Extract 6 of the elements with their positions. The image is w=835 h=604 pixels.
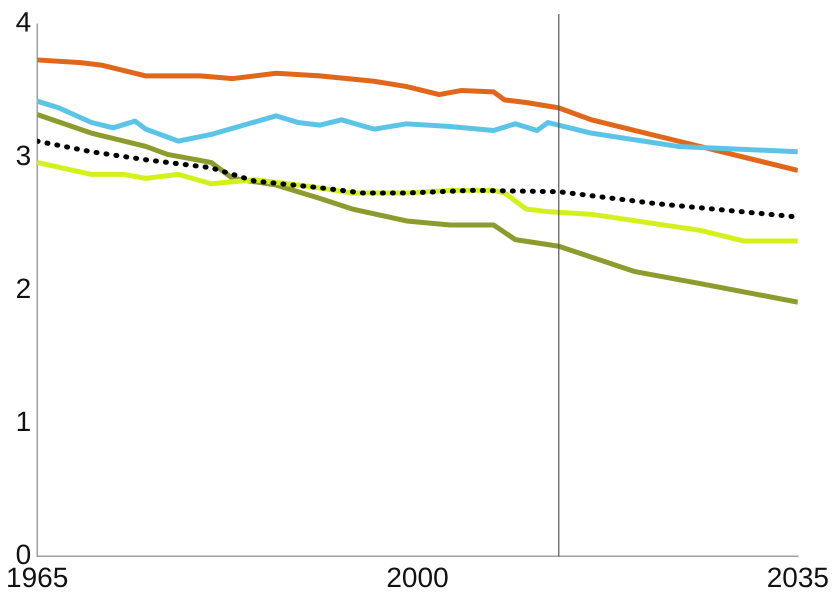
y-tick-label: 4 — [16, 6, 32, 38]
y-tick-label: 3 — [16, 140, 32, 171]
x-tick-label: 2035 — [766, 562, 830, 593]
y-tick-label: 2 — [16, 272, 32, 304]
x-tick-label: 2000 — [386, 562, 449, 593]
y-tick-label: 1 — [16, 406, 32, 438]
